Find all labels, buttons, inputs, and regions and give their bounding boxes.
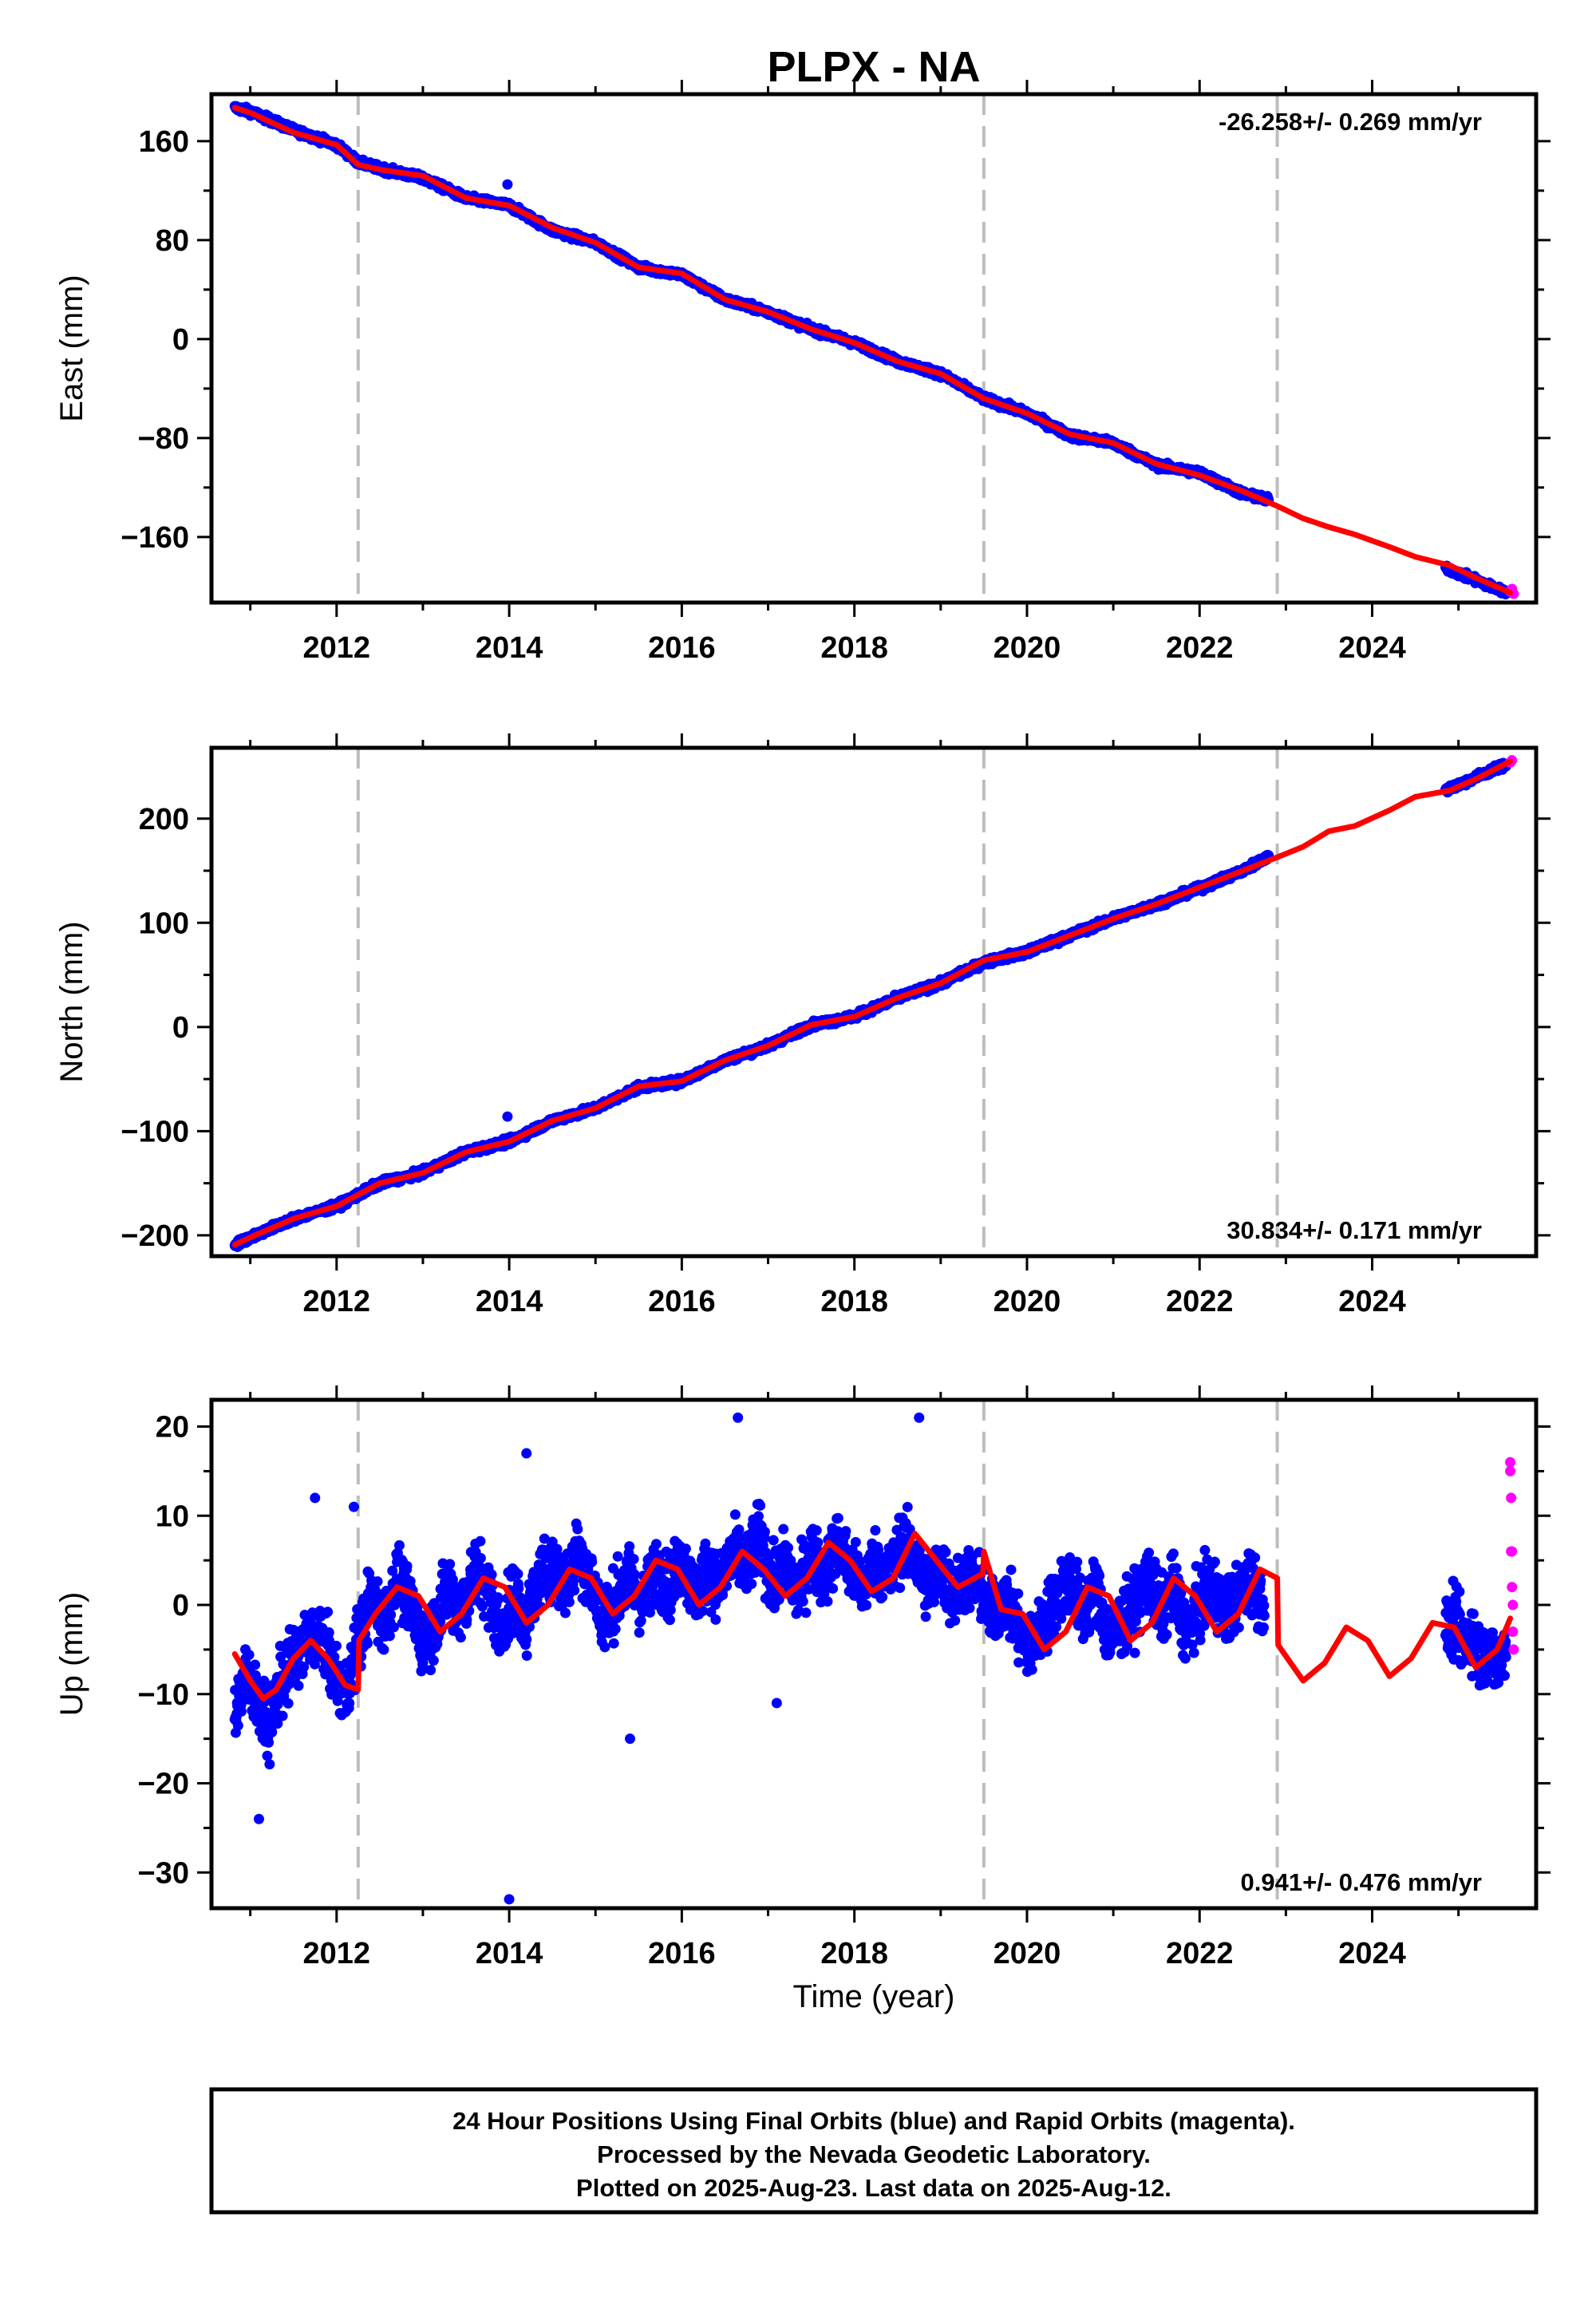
x-tick-label: 2024	[1338, 631, 1406, 665]
y-tick-label: 160	[139, 125, 189, 159]
y-axis-label: East (mm)	[54, 275, 89, 421]
y-tick-label: −80	[138, 422, 189, 456]
figure-title: PLPX - NA	[767, 43, 980, 91]
x-tick-label: 2022	[1166, 631, 1234, 665]
x-tick-label: 2018	[820, 631, 888, 665]
y-tick-label: 0	[172, 323, 189, 357]
series-final-orbits	[229, 757, 1511, 1252]
series-model-line	[231, 105, 1514, 596]
x-tick-label: 2014	[476, 631, 543, 665]
panel-1: 2012 2014 2016 2018 2020 2022 2024 160 80 0 −80 −16…	[54, 80, 1551, 665]
series-outliers	[502, 179, 513, 190]
x-tick-label: 2020	[994, 631, 1061, 665]
y-tick-label: 80	[156, 224, 189, 258]
plot-area	[229, 101, 1519, 600]
plot-area	[229, 755, 1518, 1252]
x-tick-label: 2012	[303, 631, 371, 665]
rate-annotation: -26.258+/- 0.269 mm/yr	[1219, 108, 1482, 136]
y-tick-label: −160	[120, 521, 189, 555]
data-point	[502, 179, 513, 190]
panels: 2012 2014 2016 2018 2020 2022 2024 160 80 0 −80 −16…	[54, 80, 1551, 1970]
panel-2: 2012 2014 2016 2018 2020 2022 20242001000−100−…	[54, 733, 1551, 1318]
plot-frame	[209, 92, 1539, 605]
x-tick-label: 2016	[648, 631, 716, 665]
